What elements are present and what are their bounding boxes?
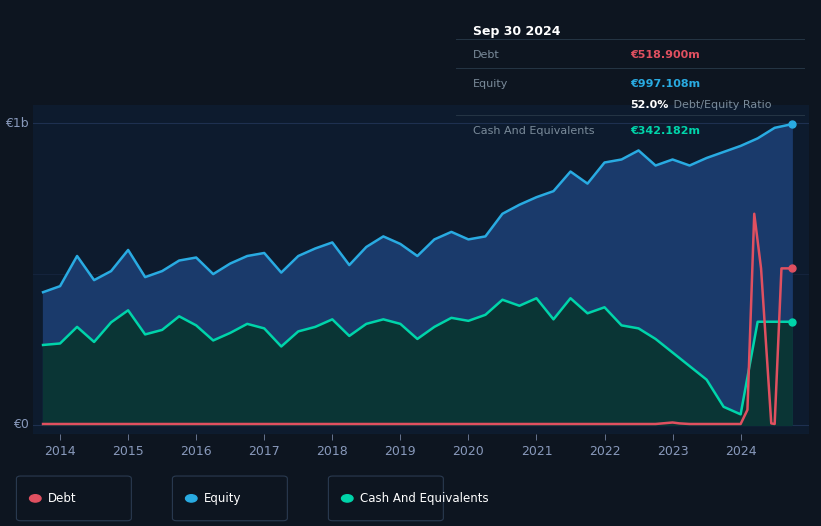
Text: Sep 30 2024: Sep 30 2024 — [473, 25, 561, 38]
Text: Equity: Equity — [473, 78, 508, 88]
Text: €518.900m: €518.900m — [631, 49, 699, 59]
Text: €0: €0 — [13, 418, 29, 431]
Text: €342.182m: €342.182m — [631, 126, 700, 136]
Text: Debt: Debt — [473, 49, 500, 59]
Text: Cash And Equivalents: Cash And Equivalents — [473, 126, 594, 136]
Text: Debt: Debt — [48, 492, 76, 505]
Text: Equity: Equity — [204, 492, 241, 505]
Text: €1b: €1b — [5, 117, 29, 130]
Text: 52.0%: 52.0% — [631, 100, 668, 110]
Text: Debt/Equity Ratio: Debt/Equity Ratio — [670, 100, 772, 110]
Text: €997.108m: €997.108m — [631, 78, 700, 88]
Text: Cash And Equivalents: Cash And Equivalents — [360, 492, 488, 505]
